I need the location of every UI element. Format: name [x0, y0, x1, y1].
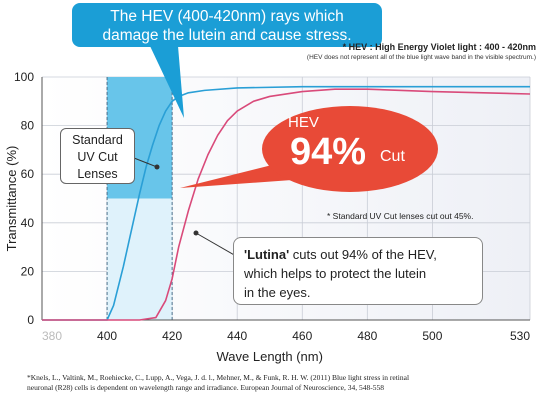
standard-pointer-dot: [154, 164, 160, 170]
lutina-pointer-line: [195, 232, 237, 257]
hev-callout-line1: The HEV (400-420nm) rays which: [110, 8, 344, 25]
x-tick-label: 480: [357, 329, 377, 343]
y-axis-label: Transmittance (%): [4, 146, 19, 252]
hev-bubble-suffix: Cut: [380, 148, 405, 165]
lutina-line3: in the eyes.: [244, 285, 311, 300]
lutina-line1-rest: cuts out 94% of the HEV,: [289, 247, 437, 262]
standard-label-line3: Lenses: [77, 167, 118, 181]
hev-definition-note: * HEV : High Energy Violet light : 400 -…: [307, 42, 536, 61]
hev-bubble-tail: [180, 165, 292, 188]
pointer-lines: [133, 157, 237, 257]
lutina-line2: which helps to protect the lutein: [244, 266, 427, 281]
x-tick-label: 500: [422, 329, 442, 343]
hev-bubble: [262, 106, 438, 192]
standard-cut-note: * Standard UV Cut lenses cut out 45%.: [327, 211, 474, 221]
standard-pointer-line: [133, 157, 158, 168]
hev-bubble-label: HEV: [288, 114, 319, 131]
y-tick-label: 60: [21, 167, 35, 181]
x-tick-label: 460: [292, 329, 312, 343]
tick-labels: 0 20 40 60 80 100 380 400 420 440 460 480 500 530: [14, 70, 530, 343]
hev-callout-line2: damage the lutein and cause stress.: [102, 27, 352, 44]
y-tick-label: 80: [21, 119, 35, 133]
reference-line1: *Knels, L., Valtink, M., Roehiecke, C., …: [27, 373, 410, 382]
standard-uv-cut-line: [42, 85, 530, 321]
lutina-label: 'Lutina' cuts out 94% of the HEV, which …: [233, 237, 483, 305]
y-tick-label: 100: [14, 70, 34, 84]
lutina-brand: 'Lutina': [244, 247, 290, 262]
lutina-pointer-dot: [193, 230, 199, 236]
y-tick-label: 0: [27, 313, 34, 327]
x-tick-label: 400: [97, 329, 117, 343]
x-tick-label: 440: [227, 329, 247, 343]
callout-tail: [150, 46, 184, 118]
x-tick-label: 380: [42, 329, 62, 343]
hev-callout: The HEV (400-420nm) rays which damage th…: [72, 3, 382, 47]
x-axis-label: Wave Length (nm): [217, 349, 323, 364]
y-tick-label: 40: [21, 216, 35, 230]
lutina-line: [42, 88, 531, 321]
x-tick-label: 530: [510, 329, 530, 343]
hev-disclaimer: (HEV does not represent all of the blue …: [306, 54, 536, 61]
reference-citation: *Knels, L., Valtink, M., Roehiecke, C., …: [27, 373, 527, 393]
hev-bubble-value: 94%: [290, 131, 367, 173]
standard-label-line1: Standard: [72, 133, 123, 147]
reference-line2: neuronal (R28) cells is dependent on wav…: [27, 383, 384, 392]
y-tick-label: 20: [21, 264, 35, 278]
lutina-line1: 'Lutina' cuts out 94% of the HEV,: [244, 245, 472, 264]
hev-definition: * HEV : High Energy Violet light : 400 -…: [342, 42, 536, 52]
series-lines: [42, 85, 531, 321]
x-tick-label: 420: [162, 329, 182, 343]
standard-label-line2: UV Cut: [77, 150, 118, 164]
standard-lenses-label: Standard UV Cut Lenses: [60, 128, 135, 184]
